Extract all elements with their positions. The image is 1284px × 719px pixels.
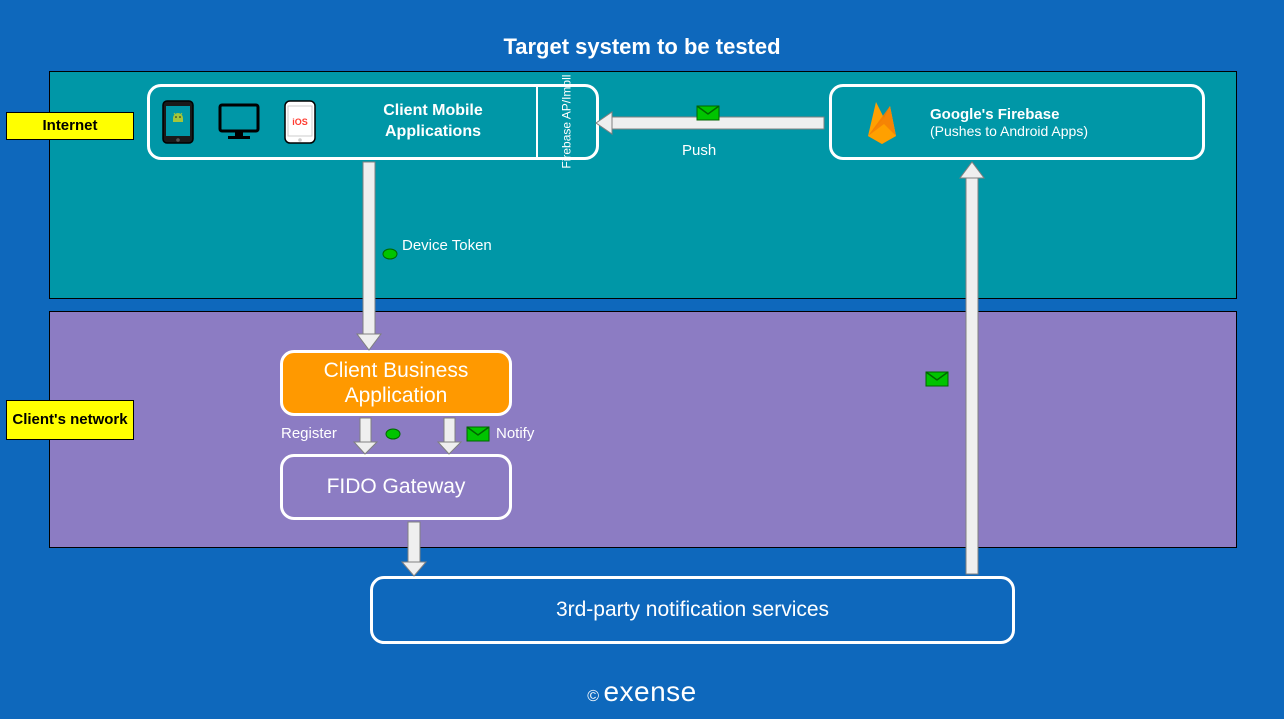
cba-title: Client Business Application xyxy=(283,358,509,408)
node-client-business-app: Client Business Application xyxy=(280,350,512,416)
mobile-apps-title: Client Mobile Applications xyxy=(350,101,516,143)
footer: © exense xyxy=(0,676,1284,708)
thirdparty-title: 3rd-party notification services xyxy=(556,598,829,622)
desktop-icon xyxy=(218,103,260,141)
node-mobile-apps: iOS Client Mobile Applications Firebase … xyxy=(147,84,599,160)
firebase-api-compartment: Firebase AP/Impll xyxy=(536,87,596,157)
zone-client xyxy=(49,311,1237,548)
label-notify: Notify xyxy=(496,425,534,443)
firebase-subtitle: (Pushes to Android Apps) xyxy=(930,123,1088,139)
android-phone-icon xyxy=(162,100,194,144)
svg-text:iOS: iOS xyxy=(292,117,308,127)
firebase-text: Google's Firebase (Pushes to Android App… xyxy=(930,106,1088,139)
node-firebase: Google's Firebase (Pushes to Android App… xyxy=(829,84,1205,160)
label-push: Push xyxy=(682,142,716,160)
zone-label-client: Client's network xyxy=(6,400,134,440)
ios-phone-icon: iOS xyxy=(284,100,316,144)
fido-title: FIDO Gateway xyxy=(327,475,466,499)
copyright-symbol: © xyxy=(587,688,599,705)
firebase-logo-icon xyxy=(862,96,906,148)
firebase-title: Google's Firebase xyxy=(930,106,1088,123)
mobile-icons-group: iOS xyxy=(162,87,316,157)
page-title: Target system to be tested xyxy=(0,34,1284,60)
zone-label-internet: Internet xyxy=(6,112,134,140)
label-device-token: Device Token xyxy=(402,237,492,255)
node-fido-gateway: FIDO Gateway xyxy=(280,454,512,520)
brand-name: exense xyxy=(603,676,696,707)
node-third-party: 3rd-party notification services xyxy=(370,576,1015,644)
label-register: Register xyxy=(281,425,337,443)
firebase-api-label: Firebase AP/Impll xyxy=(560,75,573,169)
